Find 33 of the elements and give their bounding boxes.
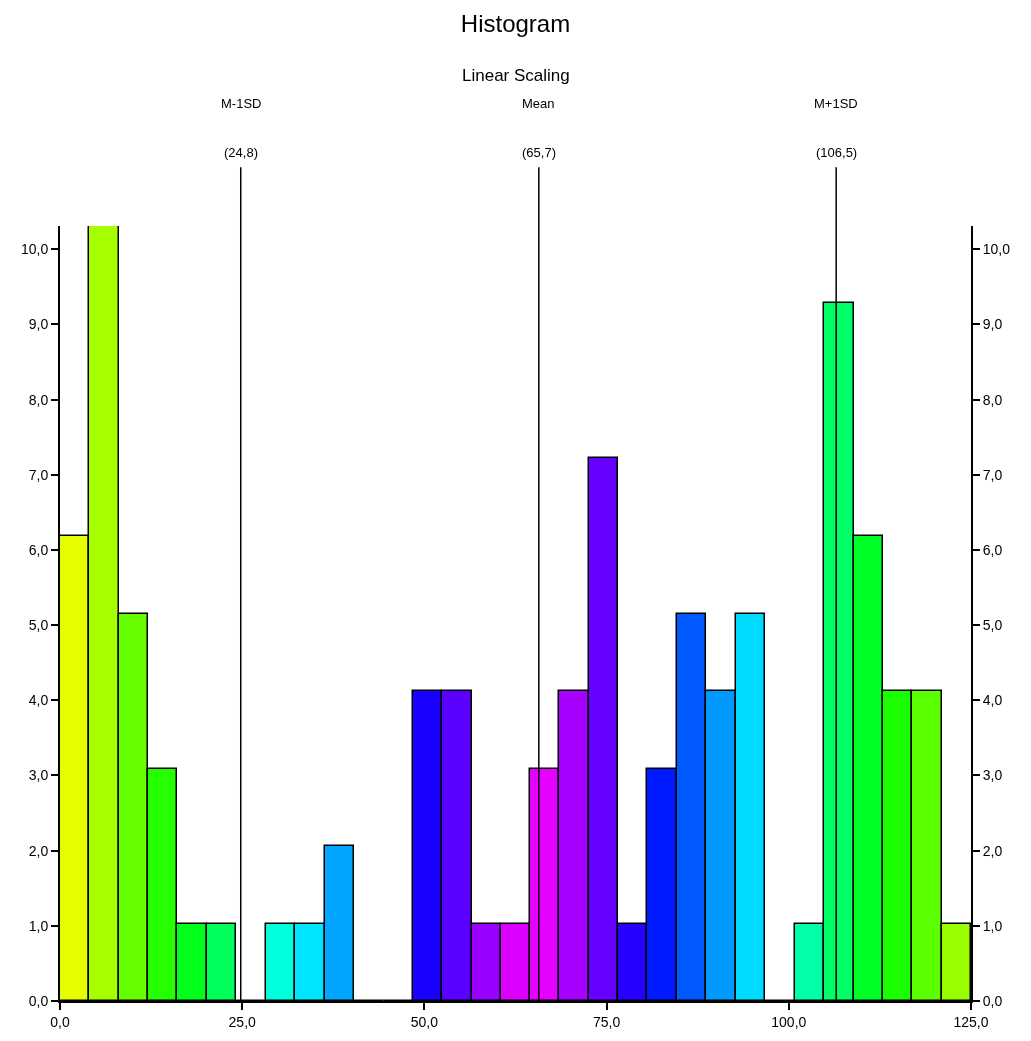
y2-tick-label: 0,0 <box>982 992 1003 1009</box>
y-tick-label: 8,0 <box>28 391 49 408</box>
y-tick-label: 4,0 <box>28 692 49 709</box>
x-tick-label: 100,0 <box>771 1013 807 1030</box>
y2-tick-label: 6,0 <box>982 541 1003 558</box>
x-tick-label: 50,0 <box>410 1013 439 1030</box>
text: M+1SD (106,5) <box>814 96 858 160</box>
y2-tick-label: 9,0 <box>982 316 1003 333</box>
x-tick-label: 75,0 <box>592 1013 621 1030</box>
y-tick-label: 10,0 <box>20 241 49 258</box>
y-tick-label: 9,0 <box>28 316 49 333</box>
y-tick-label: 1,0 <box>28 917 49 934</box>
text: Mean (65,7) <box>522 96 556 160</box>
y-tick-label: 6,0 <box>28 541 49 558</box>
y2-tick-label: 7,0 <box>982 466 1003 483</box>
y-tick-label: 5,0 <box>28 617 49 634</box>
y-tick-label: 7,0 <box>28 466 49 483</box>
x-tick-label: 125,0 <box>953 1013 989 1030</box>
y-tick-label: 0,0 <box>28 992 49 1009</box>
chart-subtitle: Linear Scaling <box>462 66 570 85</box>
text: M-1SD (24,8) <box>221 96 262 160</box>
y2-tick-label: 3,0 <box>982 767 1003 784</box>
y2-tick-label: 5,0 <box>982 617 1003 634</box>
y2-tick-label: 1,0 <box>982 917 1003 934</box>
y-tick-label: 2,0 <box>28 842 49 859</box>
y2-tick-label: 2,0 <box>982 842 1003 859</box>
x-tick-label: 25,0 <box>228 1013 257 1030</box>
chart-title: Histogram <box>460 10 571 38</box>
y2-tick-label: 4,0 <box>982 692 1003 709</box>
y2-tick-label: 8,0 <box>982 391 1003 408</box>
x-tick-label: 0,0 <box>50 1013 70 1030</box>
y-tick-label: 3,0 <box>28 767 49 784</box>
y2-tick-label: 10,0 <box>982 241 1011 258</box>
